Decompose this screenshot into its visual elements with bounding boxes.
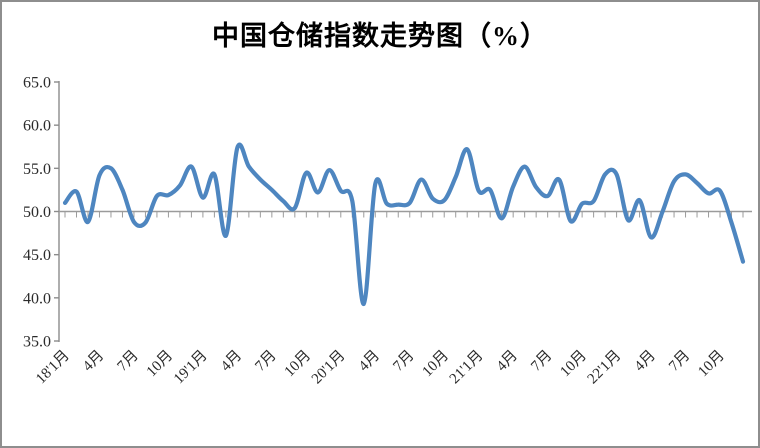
x-tick-label: 21'1月 (447, 348, 487, 388)
x-tick-label: 4月 (494, 348, 521, 375)
x-tick-label: 7月 (666, 348, 693, 375)
y-tick-label: 60.0 (23, 118, 51, 135)
x-tick-label: 7月 (528, 348, 555, 375)
baseline-axis (59, 210, 752, 218)
x-tick-label: 4月 (80, 348, 107, 375)
chart-title: 中国仓储指数走势图（%） (212, 21, 548, 51)
x-tick-label: 18'1月 (33, 348, 73, 388)
x-tick-label: 7月 (390, 348, 417, 375)
x-tick-label: 20'1月 (309, 348, 349, 388)
y-axis: 65.0 60.0 55.0 50.0 45.0 40.0 35.0 (23, 75, 60, 351)
y-tick-label: 35.0 (23, 334, 51, 351)
x-tick-label: 4月 (356, 348, 383, 375)
y-tick-label: 65.0 (23, 75, 51, 92)
y-tick-label: 45.0 (23, 247, 51, 264)
y-tick-label: 55.0 (23, 161, 51, 178)
x-tick-label: 4月 (632, 348, 659, 375)
x-tick-label: 19'1月 (171, 348, 211, 388)
x-tick-label: 7月 (115, 348, 142, 375)
x-tick-label: 4月 (218, 348, 245, 375)
y-tick-label: 50.0 (23, 204, 51, 221)
warehouse-index-line (62, 142, 746, 307)
x-tick-label: 22'1月 (585, 348, 625, 388)
x-tick-label: 10月 (695, 348, 728, 381)
x-tick-label: 7月 (252, 348, 279, 375)
y-tick-label: 40.0 (23, 290, 51, 307)
